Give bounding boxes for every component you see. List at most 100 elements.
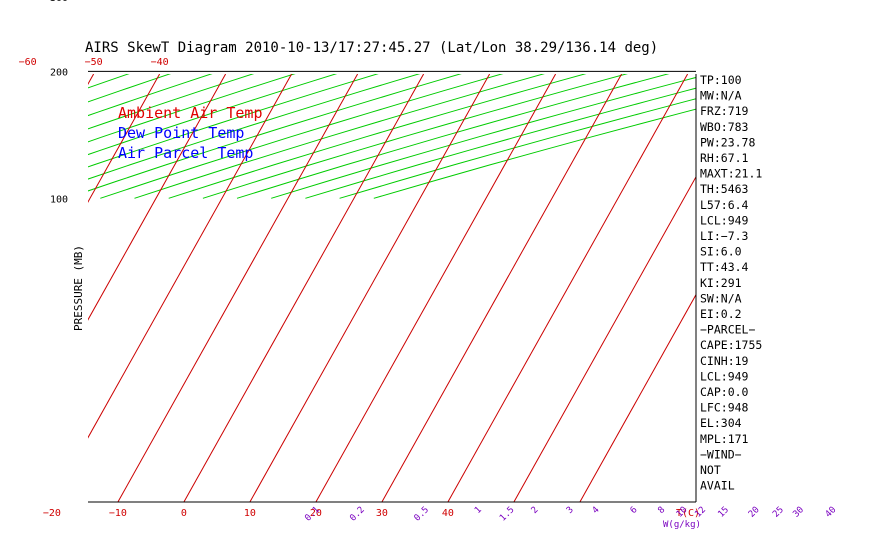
index-entry: MAXT:21.1 [700, 167, 762, 181]
isotherm-line [447, 74, 689, 502]
moist-adiabat [0, 0, 701, 71]
legend-air-parcel-temp: Air Parcel Temp [118, 144, 253, 162]
index-entry: CAPE:1755 [700, 338, 762, 352]
bottom-temp-tick-label: −10 [109, 508, 127, 519]
top-temp-tick-label: −40 [151, 57, 169, 68]
bottom-temp-tick-label: 20 [310, 508, 322, 519]
dry-adiabat [168, 74, 587, 199]
dry-adiabat [0, 0, 286, 198]
mixing-ratio-label: 2 [530, 505, 541, 516]
index-entry: LI:−7.3 [700, 229, 749, 243]
moist-adiabat [312, 0, 833, 71]
mixing-ratio-label: 4 [591, 505, 602, 516]
mixing-ratio-label: 3 [565, 505, 576, 516]
index-entry: TP:100 [700, 73, 742, 87]
moist-adiabat [0, 0, 516, 71]
index-entry: TT:43.4 [700, 260, 749, 274]
dry-adiabat [339, 98, 696, 199]
dry-adiabat [0, 0, 219, 198]
sounding-profiles [0, 0, 715, 198]
isotherm-line [0, 74, 28, 502]
isotherm-line [88, 74, 161, 203]
moist-adiabat [0, 0, 489, 71]
bottom-temp-tick-label: 10 [244, 508, 256, 519]
mixing-ratio-label: 1 [473, 505, 484, 516]
isotherm-line [183, 74, 425, 502]
bottom-temp-tick-label: 0 [181, 508, 187, 519]
dry-adiabat [0, 0, 553, 198]
index-entry: LCL:949 [700, 213, 749, 227]
x-axis-unit-label: T(C) [676, 508, 700, 519]
index-entry: LFC:948 [700, 401, 749, 415]
index-entry: NOT [700, 463, 721, 477]
mixing-ratio-label: 30 [791, 505, 806, 520]
mixing-ratio-label: 0.5 [413, 505, 432, 524]
index-entry: FRZ:719 [700, 104, 749, 118]
index-entry: SW:N/A [700, 291, 742, 305]
axis-labels: 1002003004005006007008009001000PRESSURE … [19, 0, 839, 530]
isotherm-line [513, 175, 696, 502]
top-temp-tick-label: −60 [19, 57, 37, 68]
dew-point-temp-line [0, 0, 692, 198]
index-entry: TH:5463 [700, 182, 749, 196]
dry-adiabat [0, 0, 620, 198]
isotherm-line [88, 74, 293, 439]
dry-adiabat [0, 0, 420, 198]
index-entry: −WIND− [700, 447, 742, 461]
index-entry: MPL:171 [700, 432, 749, 446]
index-entry: RH:67.1 [700, 151, 749, 165]
index-entry: WBO:783 [700, 120, 749, 134]
index-entry: EL:304 [700, 416, 742, 430]
y-axis-title: PRESSURE (MB) [72, 245, 85, 331]
isotherm-line [117, 74, 359, 502]
dry-adiabat [202, 74, 628, 199]
isotherm-lines [0, 74, 696, 502]
mixing-ratio-label: 1.5 [498, 505, 517, 524]
isotherm-line [88, 74, 227, 321]
index-entry: LCL:949 [700, 369, 749, 383]
dry-adiabat [0, 0, 754, 198]
moist-adiabat [0, 0, 463, 71]
dry-adiabat [236, 74, 670, 199]
index-entry: L57:6.4 [700, 198, 749, 212]
index-entry: PW:23.78 [700, 135, 755, 149]
moist-adiabat [0, 0, 542, 71]
ambient-air-temp-line [0, 0, 715, 198]
mixing-ratio-label: 40 [824, 505, 839, 520]
moist-adiabat [145, 0, 780, 71]
index-entry: KI:291 [700, 276, 742, 290]
mixing-ratio-unit-label: W(g/kg) [663, 520, 701, 530]
mixing-ratio-label: 25 [771, 505, 786, 520]
mixing-ratio-label: 15 [716, 505, 731, 520]
index-entry: EI:0.2 [700, 307, 742, 321]
mixing-ratio-label: 0.2 [348, 505, 367, 524]
mixing-ratio-label: 6 [629, 505, 640, 516]
index-entry: AVAIL [700, 479, 735, 493]
pressure-tick-label: 300 [50, 0, 68, 4]
isobar-lines [88, 70, 697, 503]
bottom-temp-tick-label: 40 [442, 508, 454, 519]
isotherm-line [381, 74, 623, 502]
bottom-temp-tick-label: 30 [376, 508, 388, 519]
moist-adiabat [0, 0, 727, 71]
bottom-temp-tick-label: −20 [43, 508, 61, 519]
legend-ambient-air-temp: Ambient Air Temp [118, 104, 263, 122]
legend-dew-point-temp: Dew Point Temp [118, 124, 244, 142]
isotherm-line [315, 74, 557, 502]
dry-adiabat [0, 0, 821, 198]
chart-title: AIRS SkewT Diagram 2010-10-13/17:27:45.2… [85, 40, 658, 56]
top-temp-tick-label: −50 [85, 57, 103, 68]
pressure-tick-label: 200 [50, 67, 68, 78]
isotherm-line [249, 74, 491, 502]
index-entry: MW:N/A [700, 89, 742, 103]
chart-legend: Ambient Air Temp Dew Point Temp Air Parc… [118, 104, 263, 162]
index-entry: −PARCEL− [700, 323, 755, 337]
moist-adiabat [378, 0, 859, 71]
pressure-tick-label: 100 [50, 194, 68, 205]
dry-adiabat [271, 76, 696, 199]
index-entry: CINH:19 [700, 354, 749, 368]
mixing-ratio-label: 20 [747, 505, 762, 520]
mixing-ratio-label: 8 [656, 505, 667, 516]
